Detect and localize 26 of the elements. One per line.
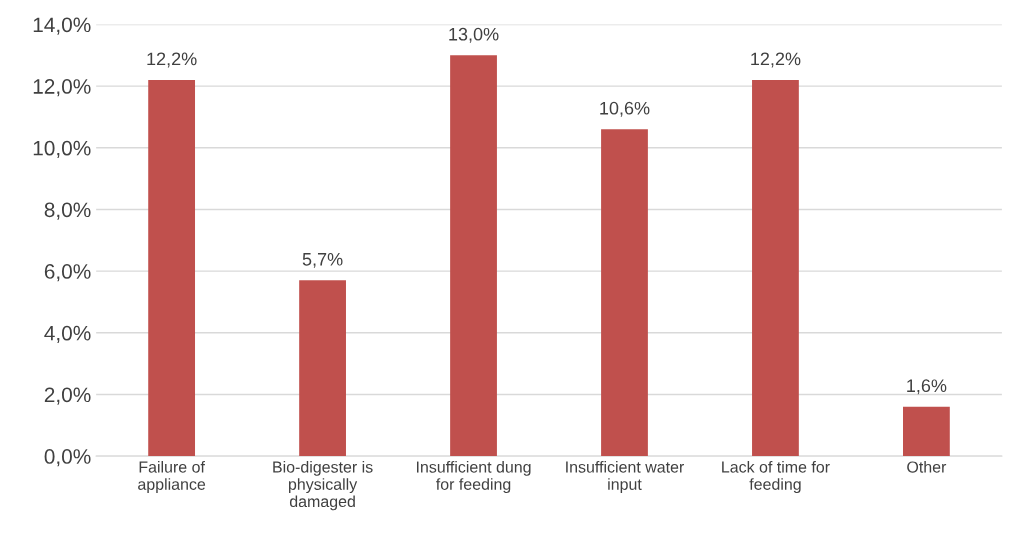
bar (148, 79, 196, 457)
bar (450, 55, 497, 457)
data-label: 12,2% (751, 52, 801, 68)
y-tick-label: 10,0% (33, 140, 91, 158)
y-tick-label: 8,0% (44, 202, 91, 220)
y-tick-label: 6,0% (44, 264, 91, 282)
data-label: 1,6% (907, 379, 947, 395)
y-tick-label: 2,0% (44, 387, 91, 405)
data-label: 13,0% (449, 27, 499, 43)
x-tick-label: Bio-digester is physically damaged (273, 460, 373, 511)
x-tick-label: Insufficient dung for feeding (416, 460, 531, 494)
x-tick-label: Insufficient water input (566, 460, 685, 494)
y-tick-label: 12,0% (33, 79, 91, 97)
bar (752, 79, 799, 457)
x-tick-label: Failure of appliance (138, 460, 206, 494)
x-tick-label: Other (907, 460, 947, 473)
y-tick-label: 0,0% (44, 449, 91, 467)
data-label: 12,2% (147, 52, 197, 68)
y-tick-label: 14,0% (33, 17, 91, 35)
y-tick-label: 4,0% (44, 325, 91, 343)
data-label: 5,7% (302, 252, 343, 268)
bar (601, 129, 648, 457)
bar (299, 280, 346, 457)
bar (903, 406, 950, 457)
data-label: 10,6% (600, 101, 650, 117)
x-tick-label: Lack of time for feeding (722, 460, 830, 494)
